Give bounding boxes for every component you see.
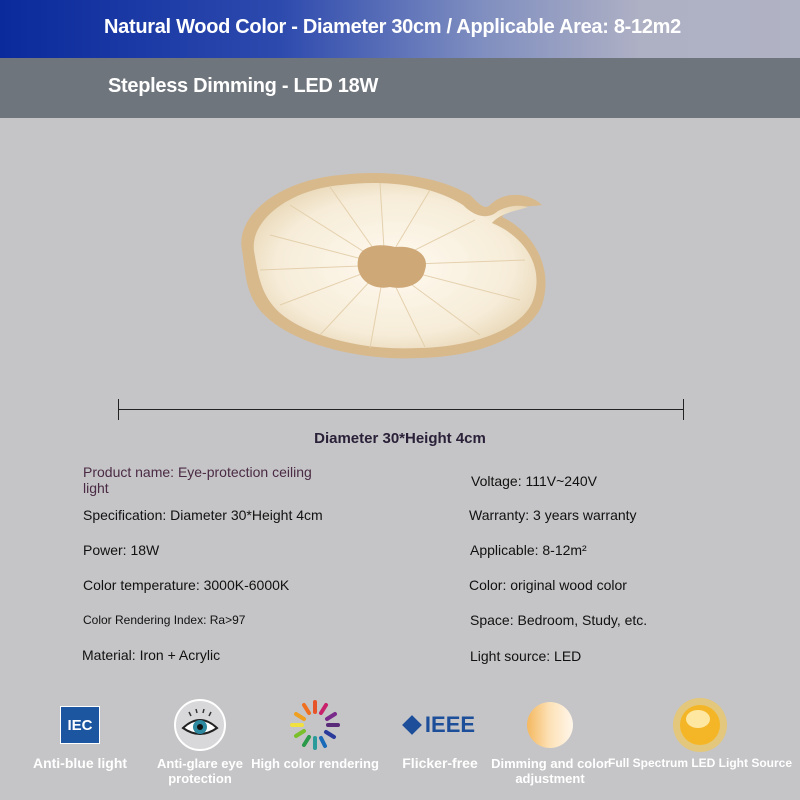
ceiling-lamp-image <box>241 173 546 359</box>
eye-icon <box>174 699 226 751</box>
spec-material: Material: Iron + Acrylic <box>82 647 221 663</box>
spec-applicable: Applicable: 8-12m² <box>470 542 587 558</box>
feature-full-spectrum: Full Spectrum LED Light Source <box>605 698 795 771</box>
title-banner: Natural Wood Color - Diameter 30cm / App… <box>0 0 800 58</box>
spec-cri: Color Rendering Index: Ra>97 <box>83 613 246 627</box>
ieee-logo-icon: IEEE <box>402 712 475 738</box>
dimension-label: Diameter 30*Height 4cm <box>314 430 486 447</box>
sun-icon <box>673 698 727 752</box>
spec-voltage: Voltage: 111V~240V <box>471 473 597 489</box>
spec-product-name: Product name: Eye-protection ceiling lig… <box>83 464 312 496</box>
spec-warranty: Warranty: 3 years warranty <box>469 507 637 523</box>
page-title: Natural Wood Color - Diameter 30cm / App… <box>104 16 681 38</box>
spec-color-temperature: Color temperature: 3000K-6000K <box>83 577 290 593</box>
subtitle-banner: Stepless Dimming - LED 18W <box>0 58 800 118</box>
dimension-line <box>118 409 684 410</box>
dimension-tick-right <box>683 399 684 420</box>
color-wheel-icon <box>290 700 340 750</box>
page-subtitle: Stepless Dimming - LED 18W <box>108 75 379 97</box>
spec-power: Power: 18W <box>83 542 160 558</box>
feature-anti-blue-light: IEC Anti-blue light <box>15 700 145 771</box>
spec-specification: Specification: Diameter 30*Height 4cm <box>83 507 323 523</box>
spec-color: Color: original wood color <box>469 577 627 593</box>
feature-dimming: Dimming and color adjustment <box>485 700 615 786</box>
feature-high-color-rendering: High color rendering <box>250 700 380 771</box>
feature-flicker-free: IEEE Flicker-free <box>402 712 478 771</box>
spec-space: Space: Bedroom, Study, etc. <box>470 612 648 628</box>
iec-logo-icon: IEC <box>60 706 100 744</box>
feature-anti-glare: Anti-glare eye protection <box>135 699 265 786</box>
dimming-gradient-icon <box>527 702 573 748</box>
spec-light-source: Light source: LED <box>470 648 582 664</box>
